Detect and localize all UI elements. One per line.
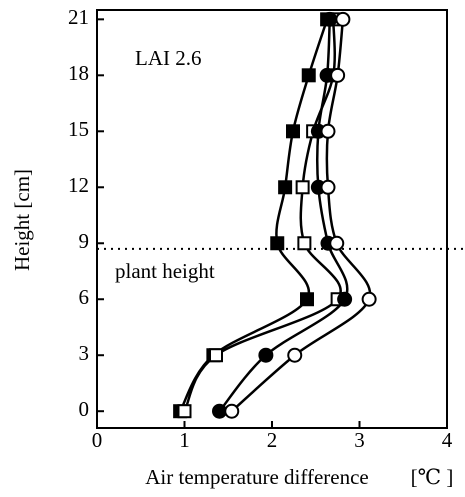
marker [337,291,353,307]
marker [300,292,314,307]
marker [301,68,316,83]
plot-frame [96,9,448,429]
y-tick-label: 6 [79,285,90,309]
marker [330,67,346,83]
y-tick-label: 0 [79,397,90,421]
marker [329,235,345,251]
marker [361,291,377,307]
marker [286,124,300,139]
marker [297,236,312,251]
x-tick-label: 0 [92,428,103,452]
marker [270,236,285,251]
marker [320,179,336,195]
marker [295,180,310,195]
y-tick-label: 21 [68,5,89,29]
annotation: LAI 2.6 [135,46,202,70]
marker [322,11,338,27]
x-tick-label: 1 [179,428,190,452]
marker [212,403,227,419]
x-tick-label: 4 [442,428,453,452]
x-tick-label: 2 [267,428,278,452]
marker [224,403,240,419]
x-axis-unit: [℃ ] [411,465,454,489]
marker [177,404,192,419]
y-tick-label: 18 [68,61,89,85]
marker [258,347,274,363]
marker [287,347,303,363]
y-tick-label: 15 [68,117,89,141]
y-tick-label: 3 [79,341,90,365]
y-axis-label: Height [cm] [10,169,34,271]
marker [320,123,336,139]
y-tick-label: 12 [68,173,89,197]
marker [209,348,223,363]
annotation: plant height [115,259,215,283]
marker [335,11,351,27]
x-tick-label: 3 [354,428,365,452]
x-axis-label: Air temperature difference [145,465,368,489]
y-tick-label: 9 [79,229,90,253]
marker [278,180,293,195]
